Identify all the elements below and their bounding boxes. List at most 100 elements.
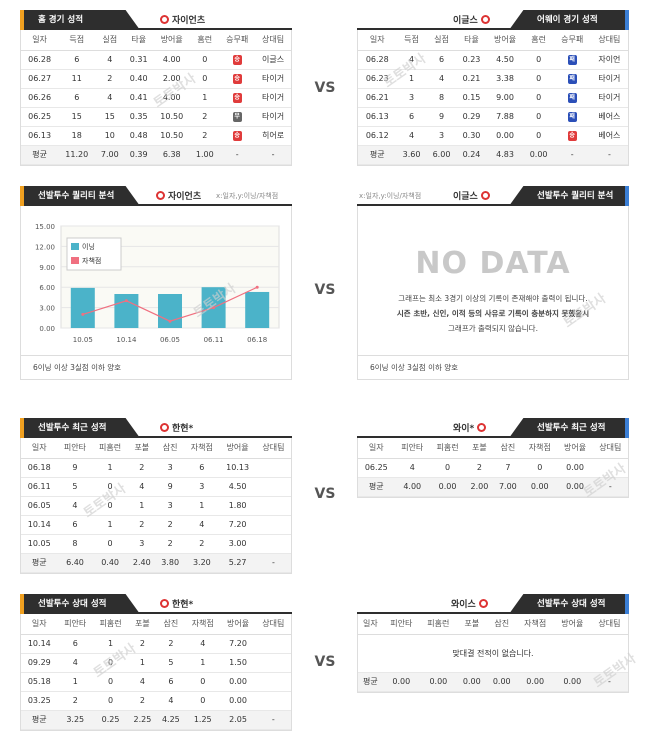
cell-date: 06.27 — [21, 69, 59, 89]
cell-hr: 0 — [523, 126, 554, 146]
column-header: 득점 — [58, 30, 96, 51]
avg-cell: 2.05 — [220, 710, 256, 730]
table-row: 05.18 1 0 4 6 0 0.00 — [21, 672, 291, 692]
table-cell: 1 — [92, 634, 129, 654]
team-logo-icon — [477, 423, 487, 432]
table-cell: 2 — [57, 691, 93, 711]
table-cell: 0.00 — [220, 672, 256, 692]
bar — [114, 294, 139, 328]
column-header: 자책점 — [516, 614, 554, 635]
table-cell: 4 — [156, 691, 186, 711]
cell-opp: 타이거 — [590, 69, 628, 89]
table-cell: 4 — [128, 672, 157, 692]
avg-cell: - — [255, 145, 291, 165]
table-cell: 2 — [128, 691, 157, 711]
column-header: 피홈런 — [92, 438, 128, 459]
table-row: 06.12 4 3 0.30 0.00 0 승 베어스 — [358, 126, 628, 146]
table-cell: 9 — [57, 458, 93, 478]
quality-away-tab: 선발투수 퀄리티 분석 — [509, 186, 629, 206]
table-cell: 7.20 — [219, 515, 256, 535]
result-badge: 승 — [232, 73, 242, 84]
recent-home-panel: 선발투수 최근 성적 한현* 일자 피안타 피홈런 포볼 삼진 자책점 방어율 상대팀 06.1… — [20, 418, 292, 574]
avg-cell: 4.25 — [156, 710, 186, 730]
result-badge: 승 — [232, 54, 242, 65]
quality-away-panel: x:일자,y:이닝/자책점 이글스 선발투수 퀄리티 분석 NO DATA 그래… — [357, 186, 629, 380]
team-logo-icon — [160, 15, 169, 24]
table-cell: 06.11 — [21, 477, 58, 497]
table-cell: 0 — [429, 458, 466, 478]
table-cell: 0 — [92, 653, 129, 673]
cell-hr: 0 — [190, 50, 220, 70]
team-logo-icon — [480, 15, 490, 24]
column-header: 타율 — [456, 30, 487, 51]
away-record-tab: 어웨이 경기 성적 — [509, 10, 629, 30]
cell-date: 06.28 — [21, 50, 59, 70]
bar — [158, 294, 182, 328]
table-cell: 10.13 — [219, 458, 256, 478]
no-data-msg-3: 그래프가 출력되지 않습니다. — [448, 324, 538, 333]
cell-allowed: 6 — [426, 50, 457, 70]
table-cell: 06.25 — [358, 458, 395, 478]
column-header: 상대팀 — [590, 30, 628, 51]
cell-date: 06.25 — [21, 107, 59, 127]
table-cell: 0 — [92, 477, 128, 497]
table-row: 06.26 6 4 0.41 4.00 1 승 타이거 — [21, 88, 291, 108]
column-header: 피안타 — [57, 614, 93, 635]
cell-opp: 자이언 — [590, 50, 628, 70]
vs-home-panel: 선발투수 상대 성적 한현* 일자 피안타 피홈런 포볼 삼진 자책점 방어율 상대팀 10.1… — [20, 594, 292, 731]
table-cell: 5 — [57, 477, 93, 497]
cell-allowed: 3 — [426, 126, 457, 146]
table-cell: 03.25 — [21, 691, 58, 711]
cell-allowed: 8 — [426, 88, 457, 108]
y-tick-label: 6.00 — [39, 284, 55, 292]
cell-avg: 0.41 — [124, 88, 154, 108]
table-cell: 2 — [127, 515, 156, 535]
y-tick-label: 12.00 — [35, 243, 55, 251]
avg-cell: 0.00 — [486, 672, 517, 692]
column-header: 피홈런 — [429, 438, 466, 459]
table-cell: 8 — [57, 534, 93, 554]
table-cell: 1 — [57, 672, 93, 692]
column-header: 자책점 — [185, 614, 221, 635]
table-row: 06.25 15 15 0.35 10.50 2 무 타이거 — [21, 107, 291, 127]
avg-cell: - — [255, 710, 291, 730]
legend-label: 이닝 — [82, 242, 95, 251]
table-cell: 0 — [92, 691, 129, 711]
avg-cell: 2.25 — [128, 710, 157, 730]
cell-era: 9.00 — [486, 88, 524, 108]
column-header: 상대팀 — [590, 614, 628, 635]
table-cell: 4 — [57, 653, 93, 673]
table-row: 06.25 4 0 2 7 0 0.00 — [358, 458, 628, 478]
avg-cell: 6.40 — [57, 553, 93, 573]
column-header: 삼진 — [156, 614, 186, 635]
table-cell — [255, 672, 291, 692]
cell-score: 15 — [58, 107, 96, 127]
vs-label: VS — [314, 486, 336, 502]
recent-away-pitcher: 와이* — [453, 421, 487, 434]
avg-cell: 0.25 — [92, 710, 129, 730]
cell-score: 4 — [396, 126, 427, 146]
avg-cell: 평균 — [21, 553, 58, 573]
axis-hint: x:일자,y:이닝/자책점 — [216, 192, 279, 200]
table-cell — [255, 653, 291, 673]
legend-label: 자책점 — [82, 256, 101, 265]
cell-score: 6 — [396, 107, 427, 127]
cell-allowed: 4 — [426, 69, 457, 89]
table-cell: 2 — [155, 534, 185, 554]
avg-cell: - — [255, 553, 291, 573]
table-cell: 6 — [156, 672, 186, 692]
home-team-name: 자이언츠 — [160, 13, 205, 26]
cell-era: 10.50 — [153, 126, 191, 146]
table-cell: 2 — [184, 534, 220, 554]
avg-cell: 0.00 — [456, 672, 487, 692]
cell-result: 패 — [553, 69, 591, 89]
table-cell: 0 — [92, 534, 128, 554]
table-cell: 6 — [57, 515, 93, 535]
away-record-table: 일자 득점 실점 타율 방어율 홈런 승무패 상대팀 06.28 4 6 0.23 4.50 0 패 자이언 0… — [358, 30, 628, 165]
column-header: 일자 — [21, 438, 58, 459]
table-cell: 4 — [184, 515, 220, 535]
cell-era: 4.50 — [486, 50, 524, 70]
avg-cell: 1.25 — [185, 710, 221, 730]
cell-score: 11 — [58, 69, 96, 89]
cell-avg: 0.30 — [456, 126, 487, 146]
